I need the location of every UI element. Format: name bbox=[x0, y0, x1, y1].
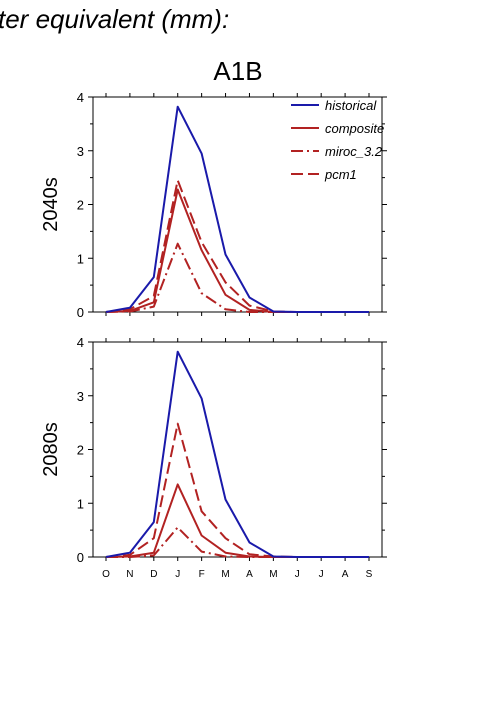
x-tick-label: N bbox=[126, 569, 133, 580]
y-tick-label: 4 bbox=[77, 335, 84, 350]
legend-label: miroc_3.2 bbox=[325, 144, 383, 159]
x-tick-label: M bbox=[269, 569, 277, 580]
x-tick-label: S bbox=[366, 569, 373, 580]
x-tick-label: J bbox=[175, 569, 180, 580]
scenario-title: A1B bbox=[213, 56, 262, 86]
x-tick-label: A bbox=[246, 569, 253, 580]
panel-2040s: 0 1 2 3 4 2040s historical composite miroc_3.2pc… bbox=[40, 90, 387, 320]
row-label: 2080s bbox=[40, 422, 62, 477]
y-tick-label: 3 bbox=[77, 144, 84, 159]
y-tick-label: 0 bbox=[77, 305, 84, 320]
y-tick-label: 3 bbox=[77, 389, 84, 404]
series-line-pcm1 bbox=[105, 422, 369, 558]
series-line-historical bbox=[105, 105, 369, 313]
legend: historical composite miroc_3.2 pcm1 bbox=[291, 98, 384, 182]
y-tick-label: 2 bbox=[77, 198, 84, 213]
x-tick-label: J bbox=[319, 569, 324, 580]
x-tick-label: O bbox=[102, 569, 110, 580]
x-tick-label: M bbox=[221, 569, 229, 580]
plot-frame bbox=[92, 341, 383, 558]
x-tick-label: A bbox=[342, 569, 349, 580]
panels: 0 1 2 3 4 2040s historical composite miroc_3.2pc… bbox=[40, 90, 387, 580]
y-tick-label: 2 bbox=[77, 443, 84, 458]
row-label: 2040s bbox=[40, 177, 62, 232]
y-tick-label: 1 bbox=[77, 251, 84, 266]
y-tick-label: 0 bbox=[77, 550, 84, 565]
figure-header: ter equivalent (mm): bbox=[0, 4, 229, 34]
panel-2080s: 0 1 2 3 4 O N D J F M A M J J A S 2080s bbox=[40, 335, 387, 580]
series-line-miroc-3-2 bbox=[105, 242, 369, 313]
y-tick-label: 1 bbox=[77, 496, 84, 511]
series-line-historical bbox=[105, 350, 369, 558]
x-tick-label: J bbox=[295, 569, 300, 580]
y-tick-label: 4 bbox=[77, 90, 84, 105]
x-tick-label: D bbox=[150, 569, 157, 580]
series-line-pcm1 bbox=[105, 179, 369, 313]
legend-label: composite bbox=[325, 121, 384, 136]
legend-label: pcm1 bbox=[324, 167, 357, 182]
legend-label: historical bbox=[325, 98, 377, 113]
x-tick-label: F bbox=[199, 569, 205, 580]
